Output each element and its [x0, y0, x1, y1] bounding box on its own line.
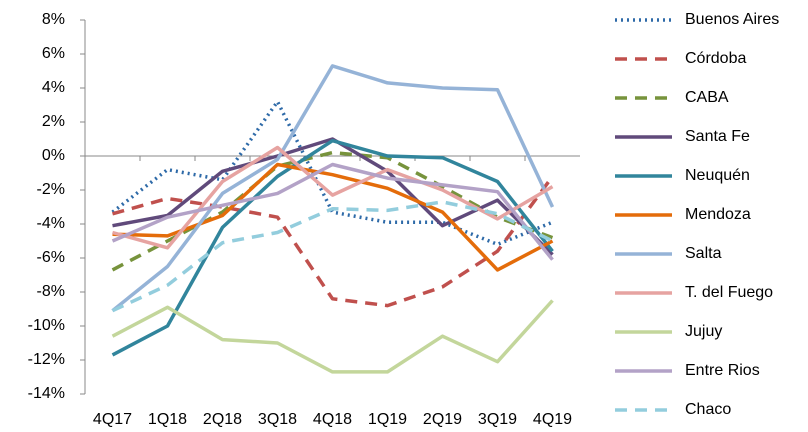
y-tick-label: -2%: [37, 181, 65, 198]
y-tick-label: 0%: [42, 147, 65, 164]
y-tick-label: 8%: [42, 11, 65, 28]
x-tick-label: 1Q19: [368, 411, 407, 428]
series-line: [111, 138, 554, 357]
series-line: [111, 299, 554, 374]
legend-label: Salta: [685, 245, 722, 262]
y-tick-label: -6%: [37, 249, 65, 266]
legend-label: Santa Fe: [685, 128, 750, 145]
x-tick-label: 4Q19: [533, 411, 572, 428]
legend-label: Jujuy: [685, 323, 722, 340]
x-tick-label: 4Q18: [313, 411, 352, 428]
series-line: [111, 200, 554, 313]
y-tick-label: -10%: [28, 317, 65, 334]
series-line: [111, 64, 555, 313]
legend-label: Entre Rios: [685, 362, 760, 379]
legend-label: Chaco: [685, 401, 731, 418]
y-tick-label: 6%: [42, 45, 65, 62]
y-tick-label: -8%: [37, 283, 65, 300]
legend-label: Neuquén: [685, 167, 750, 184]
y-tick-label: 2%: [42, 113, 65, 130]
legend-label: Mendoza: [685, 206, 751, 223]
legend-label: CABA: [685, 89, 729, 106]
legend-label: Buenos Aires: [685, 11, 779, 28]
series-line: [112, 175, 554, 308]
series-line: [112, 162, 554, 272]
x-tick-label: 3Q18: [258, 411, 297, 428]
y-tick-label: -14%: [28, 385, 65, 402]
series-line: [111, 162, 554, 261]
y-tick-label: -4%: [37, 215, 65, 232]
x-tick-label: 1Q18: [148, 411, 187, 428]
x-tick-label: 4Q17: [93, 411, 132, 428]
x-tick-label: 2Q19: [423, 411, 462, 428]
x-tick-label: 3Q19: [478, 411, 517, 428]
series-line: [112, 145, 554, 250]
y-tick-label: -12%: [28, 351, 65, 368]
x-tick-label: 2Q18: [203, 411, 242, 428]
legend-label: T. del Fuego: [685, 284, 773, 301]
legend-label: Córdoba: [685, 50, 746, 67]
y-tick-label: 4%: [42, 79, 65, 96]
